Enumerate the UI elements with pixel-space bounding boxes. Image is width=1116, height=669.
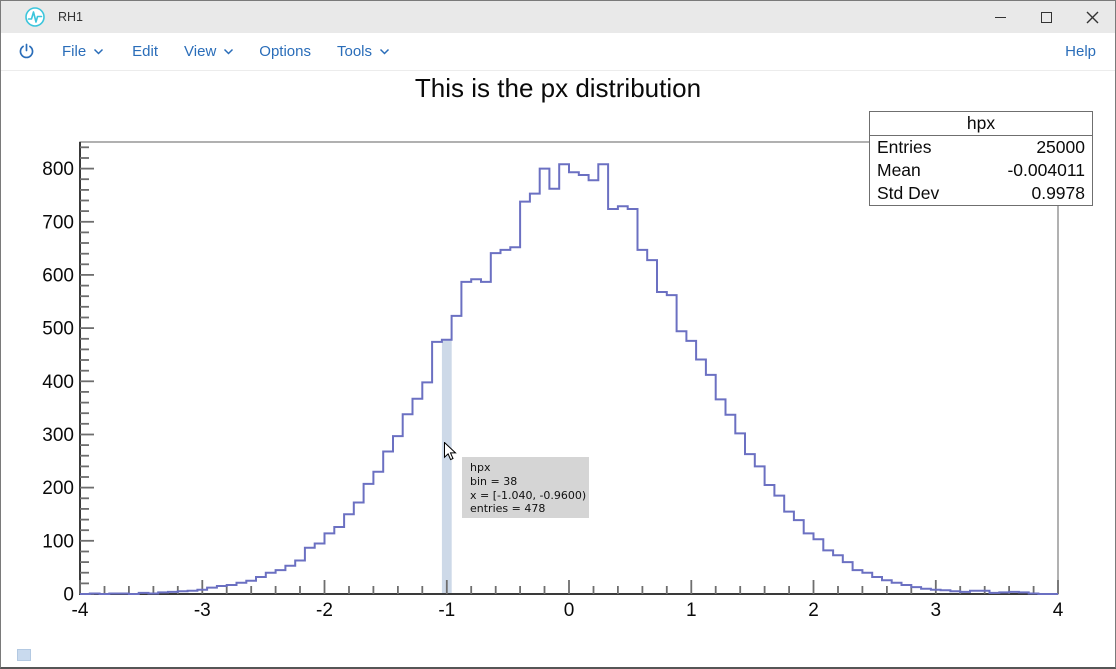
svg-text:2: 2	[808, 600, 819, 621]
window-controls	[977, 1, 1115, 33]
svg-text:-1: -1	[438, 600, 455, 621]
highlighted-bin[interactable]	[441, 339, 452, 594]
menu-file[interactable]: File	[62, 43, 104, 60]
y-axis: 0 100 200 300 400 500 600 700 800	[42, 146, 94, 606]
mouse-cursor	[444, 442, 457, 461]
bin-tooltip: hpx bin = 38 x = [-1.040, -0.9600) entri…	[462, 457, 589, 518]
menu-options-label: Options	[259, 43, 311, 60]
svg-text:700: 700	[42, 212, 74, 233]
menu-tools[interactable]: Tools	[337, 43, 390, 60]
histogram-title: This is the px distribution	[414, 73, 702, 103]
x-axis: -4 -3 -2 -1 0 1 2 3 4	[72, 580, 1064, 621]
svg-text:300: 300	[42, 425, 74, 446]
title-bar: RH1	[1, 1, 1115, 33]
tooltip-line: x = [-1.040, -0.9600)	[470, 488, 587, 502]
svg-text:400: 400	[42, 372, 74, 393]
stats-label: Entries	[877, 137, 932, 157]
window-title: RH1	[58, 10, 84, 24]
svg-text:1: 1	[686, 600, 697, 621]
menu-bar: File Edit View Options Tools Help	[1, 33, 1115, 71]
close-button[interactable]	[1069, 1, 1115, 33]
maximize-icon	[1040, 11, 1052, 23]
stats-value: -0.004011	[1007, 160, 1085, 180]
stats-box-title: hpx	[870, 112, 1092, 136]
menu-view-label: View	[184, 43, 217, 60]
svg-text:-3: -3	[194, 600, 211, 621]
menu-tools-label: Tools	[336, 43, 373, 60]
tooltip-line: hpx	[470, 461, 491, 474]
minimize-icon	[994, 16, 1006, 18]
menu-edit[interactable]: Edit	[132, 43, 158, 60]
menu-file-label: File	[62, 43, 87, 60]
minimize-button[interactable]	[977, 1, 1023, 33]
chevron-down-icon	[379, 48, 390, 55]
root-logo-icon	[25, 7, 45, 27]
svg-text:200: 200	[42, 478, 74, 499]
svg-text:500: 500	[42, 319, 74, 340]
menu-edit-label: Edit	[132, 43, 159, 60]
stats-label: Mean	[877, 160, 921, 180]
stats-row-stddev: Std Dev 0.9978	[870, 182, 1092, 205]
svg-text:0: 0	[564, 600, 575, 621]
chevron-down-icon	[94, 48, 104, 55]
svg-text:3: 3	[931, 600, 942, 621]
stats-value: 25000	[1036, 137, 1085, 157]
svg-text:-4: -4	[72, 600, 89, 621]
menu-help[interactable]: Help	[1065, 43, 1096, 60]
plot-frame	[79, 141, 1059, 595]
stats-value: 0.9978	[1031, 183, 1085, 203]
svg-text:-2: -2	[316, 600, 333, 621]
maximize-button[interactable]	[1023, 1, 1069, 33]
chevron-down-icon	[224, 48, 234, 55]
status-square	[17, 649, 31, 661]
stats-box[interactable]: hpx Entries 25000 Mean -0.004011 Std Dev…	[869, 111, 1093, 206]
histogram-line[interactable]	[80, 163, 1058, 595]
power-icon[interactable]	[18, 43, 35, 60]
tooltip-line: bin = 38	[470, 474, 518, 488]
svg-text:0: 0	[63, 585, 74, 606]
stats-row-entries: Entries 25000	[870, 136, 1092, 159]
tooltip-line: entries = 478	[470, 502, 546, 516]
svg-text:100: 100	[42, 531, 74, 552]
svg-text:4: 4	[1053, 600, 1064, 621]
svg-text:800: 800	[42, 159, 74, 180]
svg-text:600: 600	[42, 265, 74, 286]
stats-label: Std Dev	[877, 183, 940, 203]
close-icon	[1086, 11, 1098, 23]
menu-view[interactable]: View	[184, 43, 234, 60]
menu-options[interactable]: Options	[259, 43, 311, 60]
stats-row-mean: Mean -0.004011	[870, 159, 1092, 182]
